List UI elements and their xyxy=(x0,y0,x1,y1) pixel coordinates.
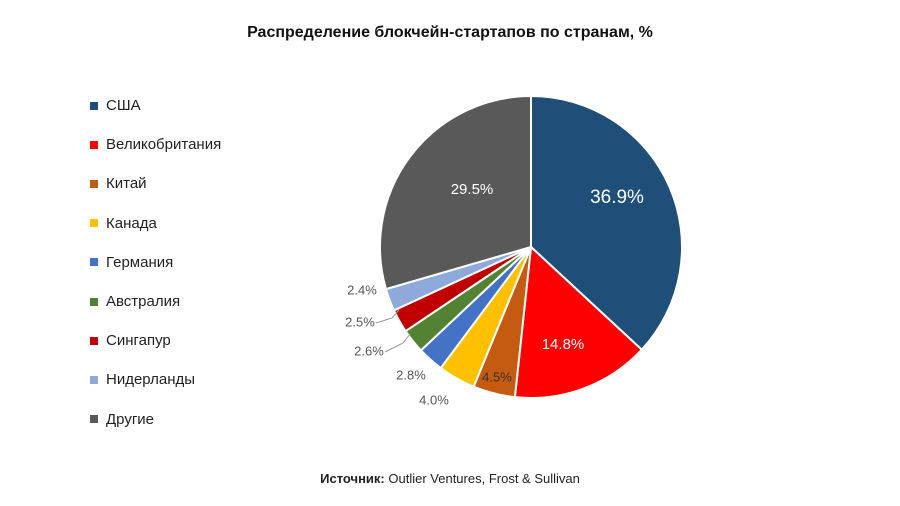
legend-swatch xyxy=(90,336,98,345)
legend-item: США xyxy=(90,86,221,125)
legend-swatch xyxy=(90,179,98,188)
legend-item: Нидерланды xyxy=(90,360,221,399)
legend-label: Китай xyxy=(106,175,147,193)
data-label: 2.6% xyxy=(354,343,384,358)
data-label: 14.8% xyxy=(542,336,585,353)
source-note: Источник: Outlier Ventures, Frost & Sull… xyxy=(0,471,900,486)
legend-label: Германия xyxy=(106,253,174,271)
legend-item: Сингапур xyxy=(90,321,221,360)
legend-swatch xyxy=(90,101,98,110)
legend-item: Китай xyxy=(90,164,221,203)
pie-slice-1 xyxy=(513,244,644,399)
leader-line xyxy=(384,333,411,353)
legend-swatch xyxy=(90,140,98,149)
legend-swatch xyxy=(90,219,98,228)
legend-label: Австралия xyxy=(106,293,181,311)
chart-title: Распределение блокчейн-стартапов по стра… xyxy=(247,24,653,41)
data-label: 36.9% xyxy=(590,187,644,208)
data-label: 29.5% xyxy=(451,181,494,198)
legend-label: Сингапур xyxy=(106,332,171,350)
source-text: Outlier Ventures, Frost & Sullivan xyxy=(384,471,580,486)
pie-slice-0 xyxy=(530,94,683,352)
data-label: 2.8% xyxy=(396,367,426,382)
legend-label: Великобритания xyxy=(106,136,222,154)
legend-item: Канада xyxy=(90,204,221,243)
legend-label: США xyxy=(106,97,141,115)
leader-line xyxy=(375,309,400,324)
legend-label: Канада xyxy=(106,214,157,232)
legend-swatch xyxy=(90,297,98,306)
legend-swatch xyxy=(90,415,98,424)
legend-item: Германия xyxy=(90,243,221,282)
source-label: Источник: xyxy=(320,471,385,486)
legend-item: Другие xyxy=(90,400,221,439)
legend-swatch xyxy=(90,375,98,384)
legend-label: Другие xyxy=(106,410,155,428)
data-label: 4.5% xyxy=(482,369,512,384)
legend-label: Нидерланды xyxy=(106,371,196,389)
data-label: 4.0% xyxy=(419,392,449,407)
legend: США Великобритания Китай Канада Германия Авст… xyxy=(90,86,221,439)
legend-item: Австралия xyxy=(90,282,221,321)
pie-slice-8 xyxy=(379,94,532,291)
legend-swatch xyxy=(90,258,98,267)
data-label: 2.5% xyxy=(345,314,375,329)
legend-item: Великобритания xyxy=(90,125,221,164)
data-label: 2.4% xyxy=(347,282,377,297)
